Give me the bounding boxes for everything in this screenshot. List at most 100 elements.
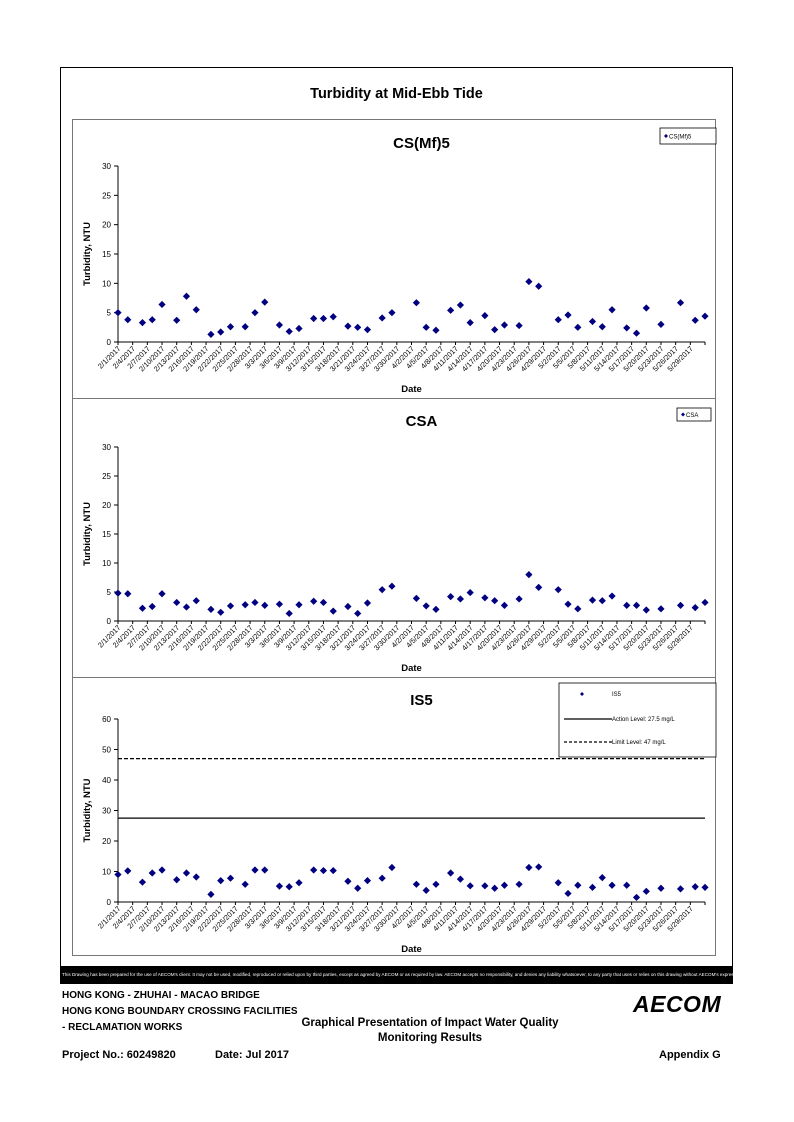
data-point <box>632 601 641 609</box>
data-point <box>422 886 430 895</box>
data-point <box>275 321 284 329</box>
data-point <box>192 597 200 605</box>
data-point <box>388 309 396 317</box>
data-point <box>456 875 465 883</box>
data-point <box>114 589 122 597</box>
y-axis-label: Turbidity, NTU <box>82 778 93 842</box>
data-point <box>701 598 709 607</box>
y-tick-label: 10 <box>102 559 111 568</box>
data-point <box>182 869 191 877</box>
legend-marker <box>664 134 668 138</box>
data-point <box>632 329 641 337</box>
chart-panel-csa: CSA 0 5 10 15 20 25 30 Turbidity, NTU 2/1/2017 2/4… <box>72 398 716 678</box>
y-tick-label: 5 <box>107 588 112 597</box>
data-point <box>632 893 641 902</box>
y-tick-label: 25 <box>102 191 111 200</box>
data-point <box>657 605 665 613</box>
data-point <box>588 596 597 604</box>
y-tick-label: 40 <box>102 776 111 785</box>
data-point <box>701 312 709 320</box>
y-tick-label: 50 <box>102 746 111 755</box>
data-point <box>378 586 386 594</box>
data-point <box>481 312 489 320</box>
data-point <box>217 608 225 616</box>
data-point <box>285 327 293 336</box>
data-point <box>691 604 699 612</box>
data-point <box>319 866 328 875</box>
data-point <box>344 877 352 885</box>
data-point <box>241 601 249 609</box>
data-point <box>158 590 166 598</box>
data-point <box>554 586 562 594</box>
y-tick-label: 10 <box>102 279 111 288</box>
data-point <box>598 597 606 605</box>
legend-marker <box>580 692 584 696</box>
document-title-line-1: Graphical Presentation of Impact Water Q… <box>301 1017 559 1029</box>
data-point <box>676 601 685 609</box>
data-point <box>388 863 396 872</box>
data-point <box>207 890 215 898</box>
data-point <box>500 601 509 609</box>
data-point <box>217 877 225 885</box>
data-point <box>226 874 235 882</box>
data-point <box>500 881 509 889</box>
data-point <box>173 598 181 607</box>
data-point <box>515 595 523 603</box>
legend-marker <box>681 412 685 417</box>
data-point <box>261 298 269 306</box>
page-title: Turbidity at Mid-Ebb Tide <box>310 86 483 102</box>
data-point <box>598 323 606 331</box>
chart-title: CSA <box>406 413 438 430</box>
data-point <box>363 877 372 885</box>
data-point <box>378 314 386 322</box>
data-point <box>173 316 181 324</box>
data-point <box>310 314 318 323</box>
data-point <box>182 292 191 300</box>
y-axis-label: Turbidity, NTU <box>82 502 93 566</box>
aecom-logo: AECOM <box>633 991 722 1017</box>
data-point <box>481 594 489 602</box>
data-point <box>456 301 465 309</box>
data-point <box>207 330 215 338</box>
data-point <box>608 306 616 314</box>
document-date: Date: Jul 2017 <box>215 1049 289 1061</box>
legend-box <box>676 407 712 422</box>
data-point <box>701 883 709 891</box>
data-point <box>676 885 685 893</box>
data-point <box>226 602 235 610</box>
data-point <box>148 869 156 877</box>
chart-panel-csmf5: CS(Mf)5 0 5 10 15 20 25 30 Turbidity, NTU 2/1/201… <box>72 119 717 399</box>
y-tick-label: 60 <box>102 715 111 724</box>
data-point <box>608 881 616 889</box>
legend-label: IS5 <box>612 692 622 698</box>
data-point <box>275 882 284 890</box>
project-name-block: HONG KONG - ZHUHAI - MACAO BRIDGE HONG K… <box>62 988 298 1036</box>
data-point <box>623 324 631 332</box>
y-tick-label: 0 <box>107 898 112 907</box>
x-axis-label: Date <box>401 663 422 674</box>
data-point <box>217 328 225 336</box>
data-point <box>295 879 303 887</box>
data-point <box>412 299 420 307</box>
data-point <box>124 867 132 875</box>
data-point <box>623 601 631 609</box>
data-point <box>447 869 455 877</box>
data-point <box>525 571 533 579</box>
chart-title: IS5 <box>410 692 433 709</box>
data-point <box>124 316 132 324</box>
y-tick-label: 10 <box>102 868 111 877</box>
data-point <box>114 309 122 317</box>
legend-label: Limit Level: 47 mg/L <box>612 740 666 746</box>
document-title: Graphical Presentation of Impact Water Q… <box>270 1016 590 1046</box>
data-point <box>114 870 122 879</box>
x-axis-label: Date <box>401 944 422 955</box>
data-point <box>535 282 543 290</box>
data-point <box>310 866 318 874</box>
data-point <box>525 277 533 286</box>
data-point <box>447 306 455 314</box>
legend-box <box>659 127 717 145</box>
data-point <box>138 604 147 612</box>
data-point <box>192 873 200 881</box>
y-tick-label: 30 <box>102 443 111 452</box>
